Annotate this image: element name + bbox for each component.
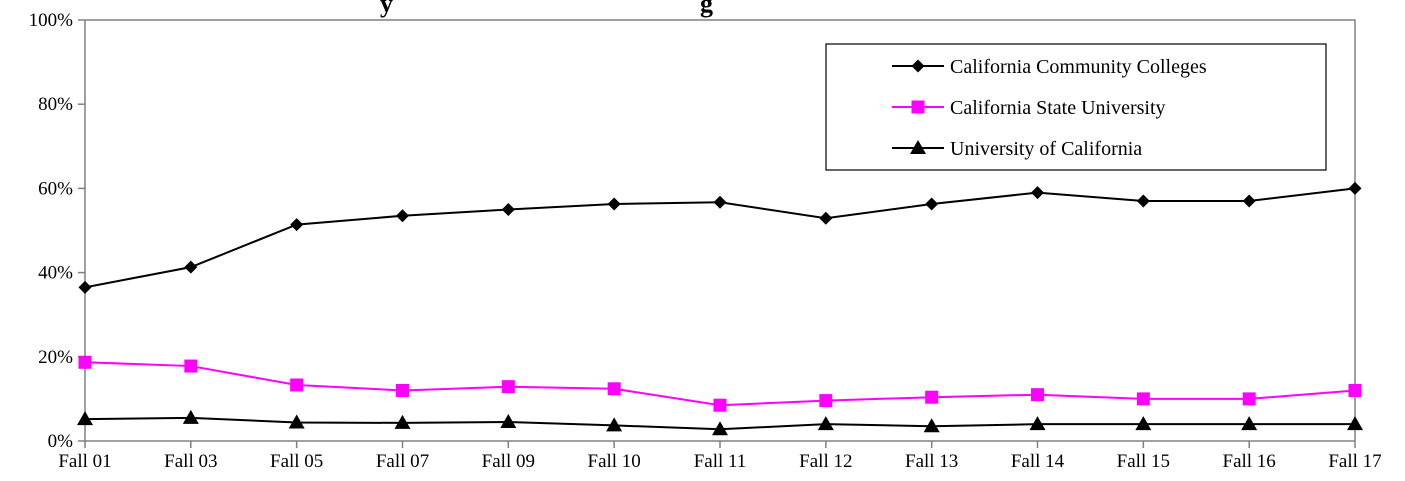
x-tick-label: Fall 16 <box>1223 451 1276 472</box>
data-point <box>184 359 198 373</box>
data-point <box>1136 392 1150 406</box>
data-point <box>78 280 92 294</box>
x-tick-label: Fall 01 <box>58 451 111 472</box>
data-point <box>182 409 199 424</box>
y-tick-label: 80% <box>38 94 73 115</box>
data-point <box>500 414 517 429</box>
data-point <box>819 211 833 225</box>
data-point <box>923 418 940 433</box>
legend-marker <box>910 140 926 154</box>
data-point <box>1348 181 1362 195</box>
data-point <box>1347 416 1363 431</box>
legend-label: California State University <box>950 97 1166 119</box>
legend: California Community Colleges California … <box>825 43 1327 171</box>
y-axis: 0% 20% 40% 60% 80% 100% <box>29 10 85 452</box>
y-tick-label: 20% <box>38 347 73 368</box>
chart-title-partial-2: g <box>700 0 713 18</box>
data-point <box>184 260 198 274</box>
data-point <box>288 414 305 429</box>
x-tick-label: Fall 07 <box>376 451 429 472</box>
data-point <box>290 378 304 392</box>
data-point <box>78 355 92 369</box>
series-group <box>77 409 1363 436</box>
x-tick-label: Fall 09 <box>482 451 535 472</box>
legend-marker <box>911 59 925 73</box>
y-tick-label: 60% <box>38 178 73 199</box>
data-point <box>817 416 834 431</box>
data-point <box>1029 416 1046 431</box>
data-point <box>925 390 939 404</box>
data-point <box>290 218 304 232</box>
series-group <box>78 181 1362 294</box>
data-point <box>1031 388 1044 402</box>
y-tick-label: 100% <box>29 10 74 31</box>
data-point <box>1031 186 1044 200</box>
data-point <box>396 383 409 397</box>
data-point <box>607 382 621 396</box>
data-point <box>607 197 621 211</box>
x-axis: Fall 01 Fall 03 Fall 05 Fall 07 Fall 09 Fall … <box>58 441 1382 472</box>
data-point <box>819 394 833 408</box>
data-point <box>501 380 515 394</box>
data-point <box>501 202 515 216</box>
series-group <box>78 355 1362 412</box>
legend-label: California Community Colleges <box>950 56 1207 78</box>
data-point <box>1242 392 1256 406</box>
data-point <box>712 421 728 436</box>
data-point <box>396 209 409 223</box>
data-point <box>77 411 93 426</box>
data-point <box>606 417 623 432</box>
x-tick-label: Fall 11 <box>694 451 747 472</box>
data-point <box>713 195 727 209</box>
data-point <box>1241 416 1258 431</box>
x-tick-label: Fall 12 <box>799 451 852 472</box>
data-point <box>1135 416 1152 431</box>
data-point <box>1348 383 1362 397</box>
x-tick-label: Fall 14 <box>1011 451 1065 472</box>
data-point <box>1136 194 1150 208</box>
x-tick-label: Fall 05 <box>270 451 323 472</box>
data-point <box>1242 194 1256 208</box>
x-tick-label: Fall 17 <box>1328 451 1381 472</box>
series-layer <box>77 181 1363 436</box>
legend-marker <box>911 100 925 114</box>
data-point <box>394 414 411 429</box>
x-tick-label: Fall 15 <box>1117 451 1170 472</box>
y-tick-label: 40% <box>38 263 73 284</box>
data-point <box>925 197 939 211</box>
x-tick-label: Fall 13 <box>905 451 958 472</box>
legend-label: University of California <box>950 138 1142 160</box>
data-point <box>713 398 727 412</box>
chart-title-partial: y <box>380 0 393 18</box>
x-tick-label: Fall 10 <box>588 451 641 472</box>
y-tick-label: 0% <box>48 431 74 452</box>
x-tick-label: Fall 03 <box>164 451 217 472</box>
